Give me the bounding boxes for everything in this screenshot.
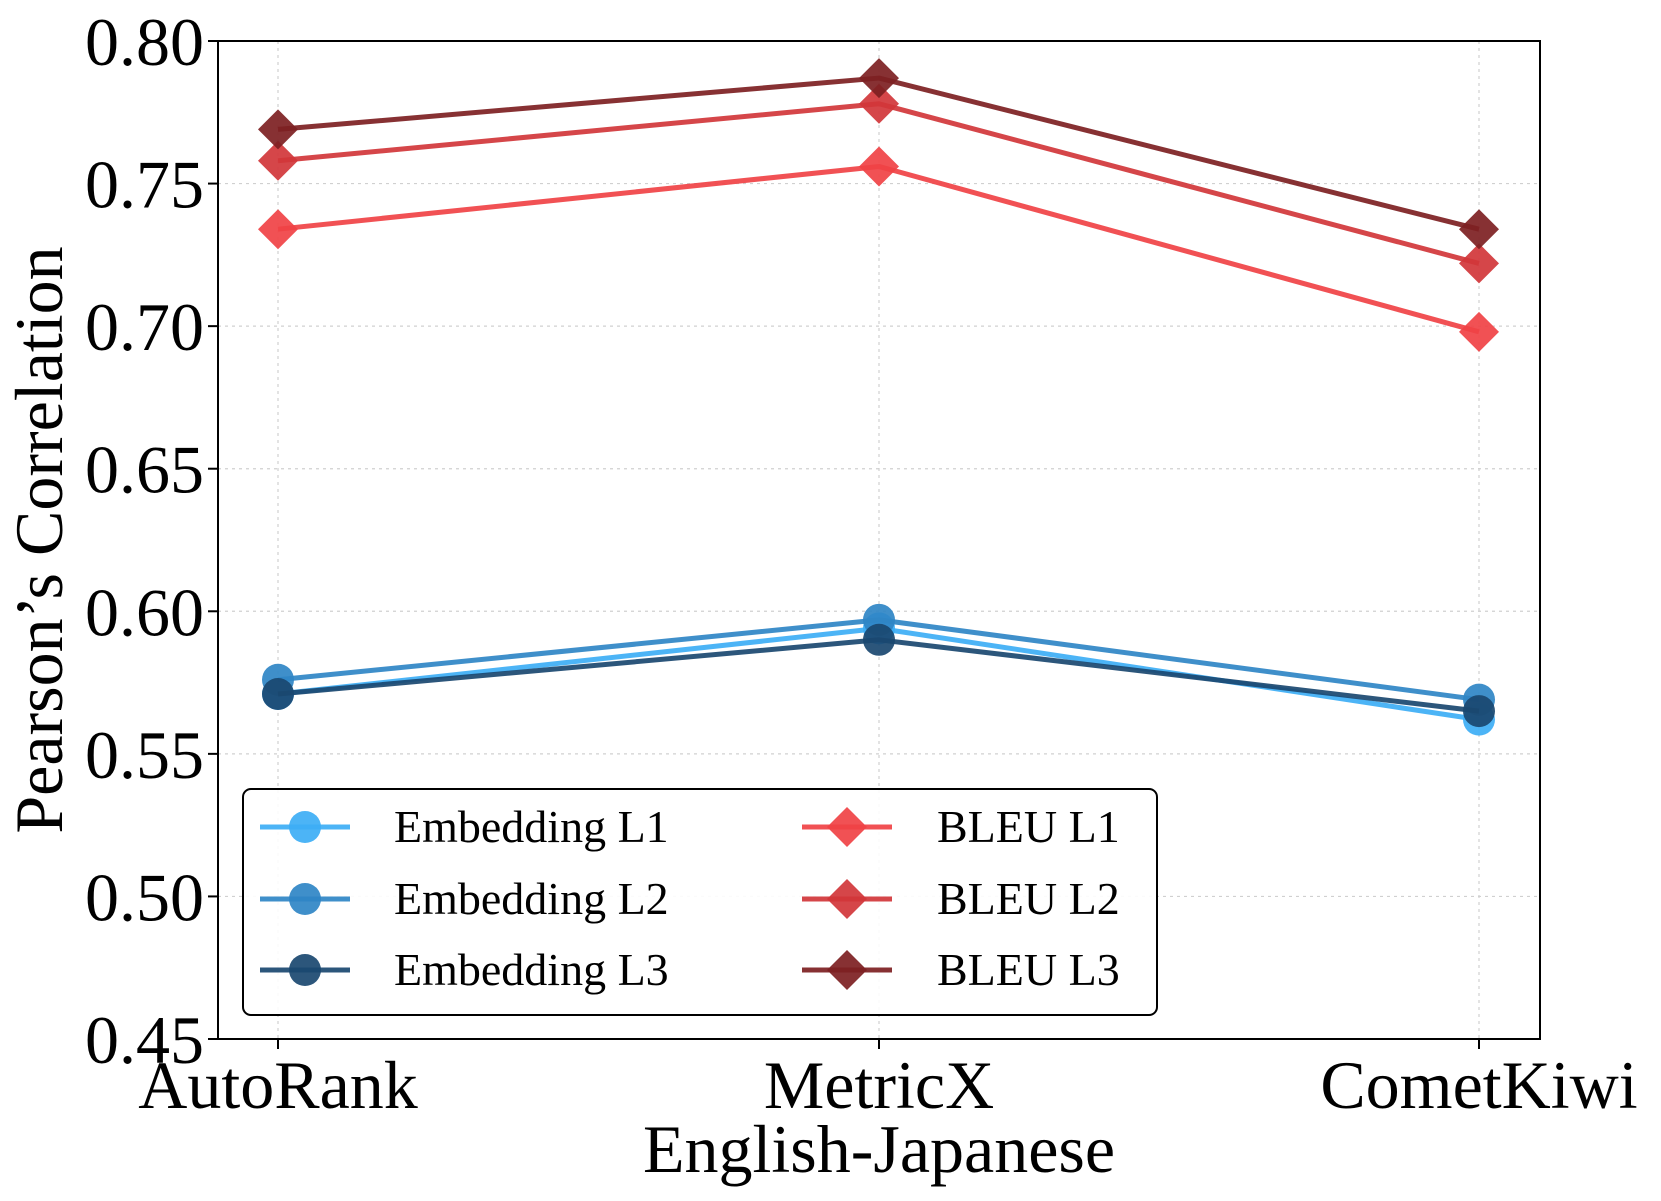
legend-marker (827, 807, 867, 847)
legend: Embedding L1 Embedding L2 Embedding L3 BLEU… (242, 788, 1158, 1016)
legend-marker (289, 883, 321, 915)
data-point (863, 623, 895, 656)
y-tick-label: 0.80 (85, 4, 204, 80)
series-bleu-l3 (258, 58, 1499, 250)
x-tick-label: AutoRank (138, 1047, 418, 1123)
x-tick-label: MetricX (764, 1047, 994, 1123)
legend-label: BLEU L2 (937, 873, 1120, 924)
data-point (1459, 311, 1499, 352)
y-axis-label: Pearson’s Correlation (1, 246, 77, 833)
data-point (1459, 209, 1499, 250)
data-point (1459, 243, 1499, 284)
x-tick-label: CometKiwi (1320, 1047, 1637, 1123)
axis-ticks: 0.45 0.50 0.55 0.60 0.65 0.70 0.75 0.80 AutoRank… (85, 4, 1638, 1123)
legend-label: Embedding L2 (394, 873, 669, 924)
y-tick-label: 0.65 (85, 432, 204, 508)
series-bleu-l1 (258, 146, 1499, 352)
data-point (258, 209, 298, 250)
series-bleu-l2 (258, 83, 1499, 284)
legend-box (242, 788, 1158, 1016)
legend-marker (827, 950, 867, 990)
data-point (859, 83, 899, 124)
y-tick-label: 0.50 (85, 859, 204, 935)
legend-entry: Embedding L1 (260, 801, 669, 852)
series-embedding-l3 (262, 623, 1495, 728)
data-point (1463, 695, 1495, 728)
legend-marker (827, 879, 867, 919)
data-point (258, 140, 298, 181)
legend-entry: BLEU L2 (802, 873, 1120, 924)
data-point (258, 109, 298, 150)
data-point (262, 677, 294, 710)
legend-entry: Embedding L3 (260, 944, 669, 995)
y-tick-label: 0.70 (85, 289, 204, 365)
y-tick-label: 0.75 (85, 147, 204, 223)
legend-entry: BLEU L3 (802, 944, 1120, 995)
legend-label: Embedding L1 (394, 801, 669, 852)
legend-label: Embedding L3 (394, 944, 669, 995)
legend-marker (289, 811, 321, 843)
legend-entry: BLEU L1 (802, 801, 1120, 852)
data-point (859, 146, 899, 187)
legend-marker (289, 954, 321, 986)
y-tick-label: 0.60 (85, 574, 204, 650)
legend-entry: Embedding L2 (260, 873, 669, 924)
data-point (859, 58, 899, 99)
legend-label: BLEU L3 (937, 944, 1120, 995)
y-tick-label: 0.55 (85, 717, 204, 793)
legend-label: BLEU L1 (937, 801, 1120, 852)
series-layer (258, 58, 1499, 736)
x-axis-label: English-Japanese (643, 1111, 1115, 1187)
y-tick-label: 0.45 (85, 1002, 204, 1078)
